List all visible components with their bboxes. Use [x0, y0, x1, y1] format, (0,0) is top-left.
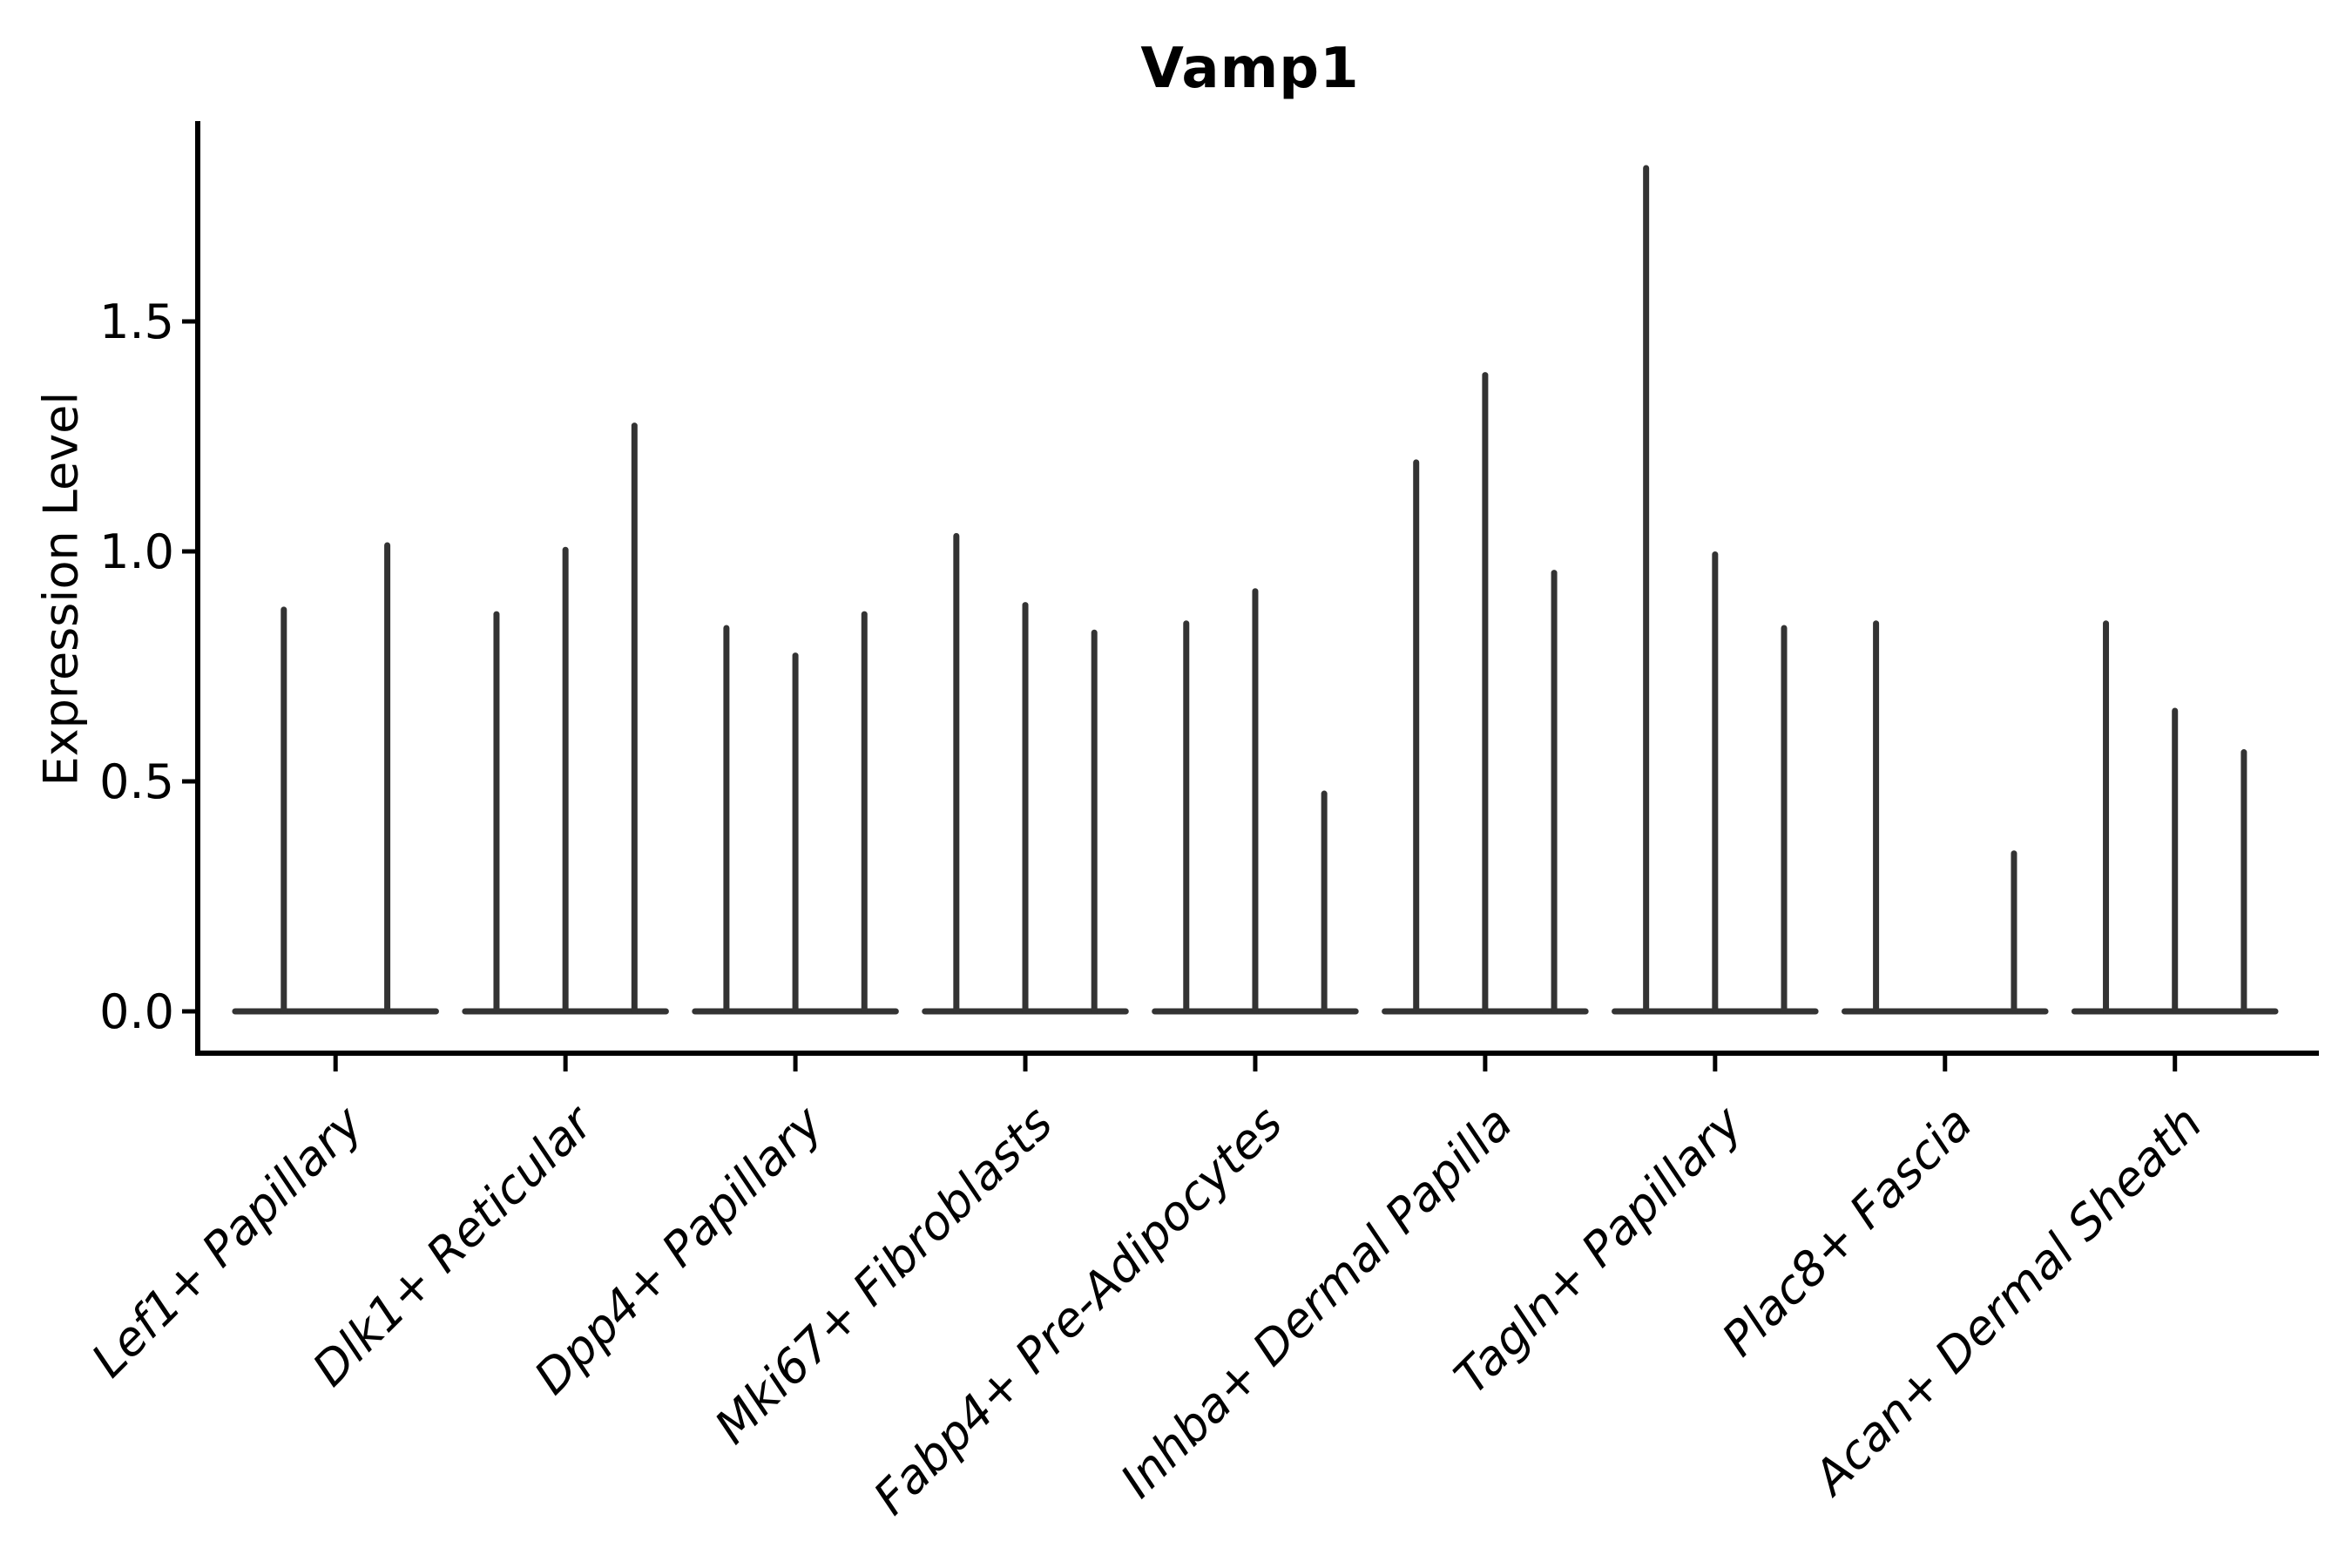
y-tick-label: 0.0	[99, 984, 174, 1039]
x-tick-label: Plac8+ Fascia	[1712, 1096, 1983, 1367]
violin-spike	[1252, 588, 1259, 1015]
y-tick-label: 0.5	[99, 754, 174, 809]
y-tick-label: 1.5	[99, 294, 174, 349]
violin-spike	[1712, 551, 1719, 1015]
violin-spike	[1413, 459, 1420, 1015]
violin-spike	[1643, 165, 1650, 1015]
violin-spike	[280, 606, 287, 1015]
violin-spike	[723, 625, 730, 1015]
x-tick-label: Inhba+ Dermal Papilla	[1110, 1096, 1523, 1509]
y-axis-label: Expression Level	[33, 391, 89, 787]
violin-spike	[2240, 749, 2247, 1015]
violin-spike	[2011, 850, 2017, 1015]
violin-spike	[1873, 620, 1880, 1015]
violin-spike	[493, 611, 500, 1015]
violin-spike	[631, 422, 638, 1015]
violin-spike	[562, 546, 569, 1015]
x-tick-label: Fabp4+ Pre-Adipocytes	[863, 1096, 1293, 1525]
violin-spike	[1321, 790, 1328, 1015]
violin-spike	[1551, 570, 1558, 1015]
violin-spike	[384, 542, 391, 1015]
violin-spike	[792, 652, 799, 1015]
violin-spike	[1022, 602, 1029, 1015]
chart-title: Vamp1	[1140, 37, 1360, 101]
violin-spike	[1183, 620, 1190, 1015]
violin-spike	[953, 532, 960, 1015]
violin-base	[232, 1008, 439, 1015]
violin-base	[1842, 1008, 2049, 1015]
violin-spike	[1091, 629, 1098, 1015]
violin-spike	[1781, 625, 1788, 1015]
violin-spike	[861, 611, 868, 1015]
violin-spike	[1482, 372, 1489, 1015]
y-tick-label: 1.0	[99, 524, 174, 579]
x-tick-label: Acan+ Dermal Sheath	[1801, 1096, 2213, 1507]
violin-spike	[2103, 620, 2110, 1015]
violin-spike	[2172, 707, 2179, 1015]
